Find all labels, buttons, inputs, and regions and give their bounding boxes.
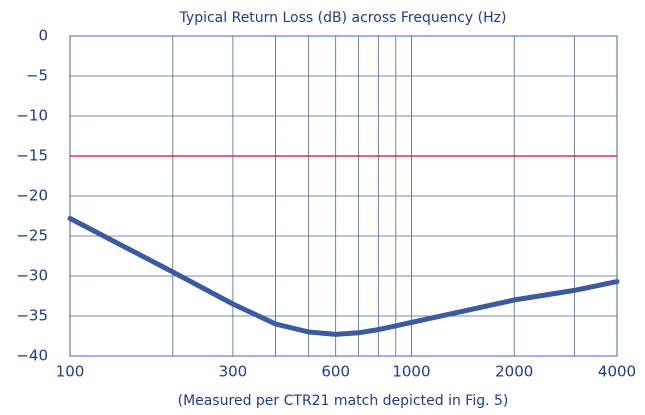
x-tick-label: 300 [219, 363, 248, 381]
y-tick-label: −20 [16, 187, 48, 205]
y-tick-label: −10 [16, 107, 48, 125]
plot-frame [69, 35, 618, 357]
x-tick-label: 600 [321, 363, 350, 381]
y-tick-label: −15 [16, 147, 48, 165]
y-tick-label: −35 [16, 307, 48, 325]
data-line [67, 215, 620, 337]
chart-caption: (Measured per CTR21 match depicted in Fi… [178, 393, 509, 409]
y-tick-label: 0 [38, 27, 48, 45]
y-tick-label: −5 [26, 67, 48, 85]
y-tick-label: −40 [16, 347, 48, 365]
x-tick-label: 4000 [598, 363, 636, 381]
x-tick-label: 2000 [495, 363, 533, 381]
y-tick-label: −25 [16, 227, 48, 245]
y-tick-label: −30 [16, 267, 48, 285]
chart-title: Typical Return Loss (dB) across Frequenc… [179, 10, 507, 26]
x-tick-label: 100 [56, 363, 85, 381]
x-tick-label: 1000 [392, 363, 430, 381]
